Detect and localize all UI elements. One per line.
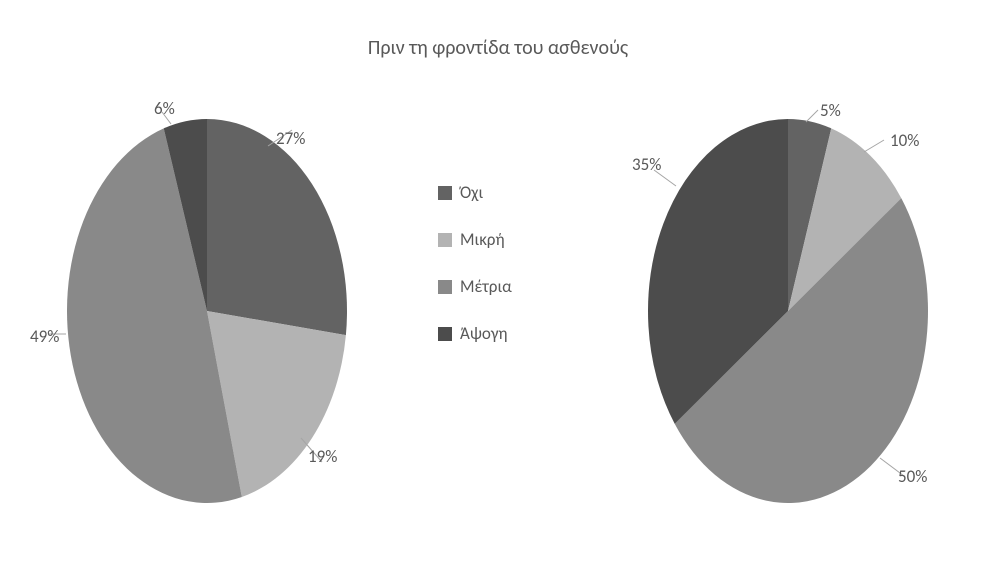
pie-left-label-3: 6% <box>154 98 175 119</box>
legend-label-1: Μικρή <box>460 229 505 250</box>
pie-left-label-2: 49% <box>30 326 59 347</box>
pie-right-label-0: 5% <box>820 100 841 121</box>
pie-left-slice-0 <box>207 119 347 335</box>
pie-left-label-1: 19% <box>308 446 337 467</box>
chart-title: Πριν τη φροντίδα του ασθενούς <box>0 36 996 60</box>
legend-item-0: Όχι <box>438 182 512 203</box>
legend-label-2: Μέτρια <box>460 276 512 297</box>
legend-label-3: Άψογη <box>460 323 508 344</box>
legend-swatch-2 <box>438 280 452 294</box>
legend-swatch-3 <box>438 327 452 341</box>
legend: Όχι Μικρή Μέτρια Άψογη <box>438 182 512 344</box>
pie-right-label-2: 50% <box>898 466 927 487</box>
legend-swatch-1 <box>438 233 452 247</box>
legend-item-1: Μικρή <box>438 229 512 250</box>
pie-left-label-0: 27% <box>276 128 305 149</box>
pie-right-label-3: 35% <box>632 154 661 175</box>
legend-item-3: Άψογη <box>438 323 512 344</box>
legend-item-2: Μέτρια <box>438 276 512 297</box>
chart-canvas: Πριν τη φροντίδα του ασθενούς Όχι Μικρή Μέ… <box>0 0 996 576</box>
legend-swatch-0 <box>438 186 452 200</box>
pie-right <box>638 109 938 513</box>
pie-right-svg <box>638 109 938 513</box>
legend-label-0: Όχι <box>460 182 483 203</box>
pie-right-label-1: 10% <box>890 130 919 151</box>
